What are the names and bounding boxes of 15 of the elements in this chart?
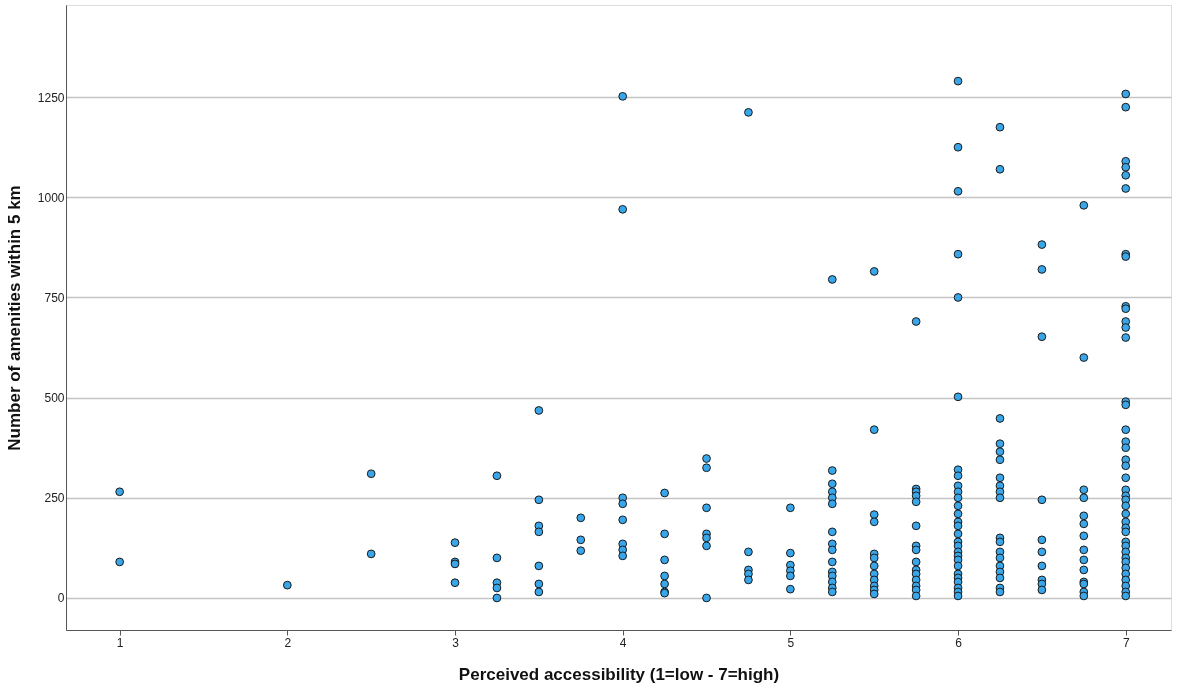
x-axis-title: Perceived accessibility (1=low - 7=high): [458, 664, 780, 684]
y-tick-label: 750: [44, 290, 65, 305]
y-tick-label: 0: [57, 591, 65, 606]
x-tick-label: 1: [116, 635, 124, 650]
y-tick-label: 250: [44, 491, 65, 506]
x-tick-label: 6: [955, 635, 963, 650]
x-tick-label: 4: [619, 635, 627, 650]
y-tick-label: 1250: [37, 90, 65, 105]
x-tick-label: 3: [452, 635, 460, 650]
x-tick-label: 2: [284, 635, 292, 650]
y-tick-label: 500: [44, 391, 65, 406]
y-tick-label: 1000: [37, 190, 65, 205]
y-axis-title: Number of amenities within 5 km: [4, 185, 24, 451]
x-tick-label: 5: [787, 635, 795, 650]
x-tick-label: 7: [1122, 635, 1130, 650]
